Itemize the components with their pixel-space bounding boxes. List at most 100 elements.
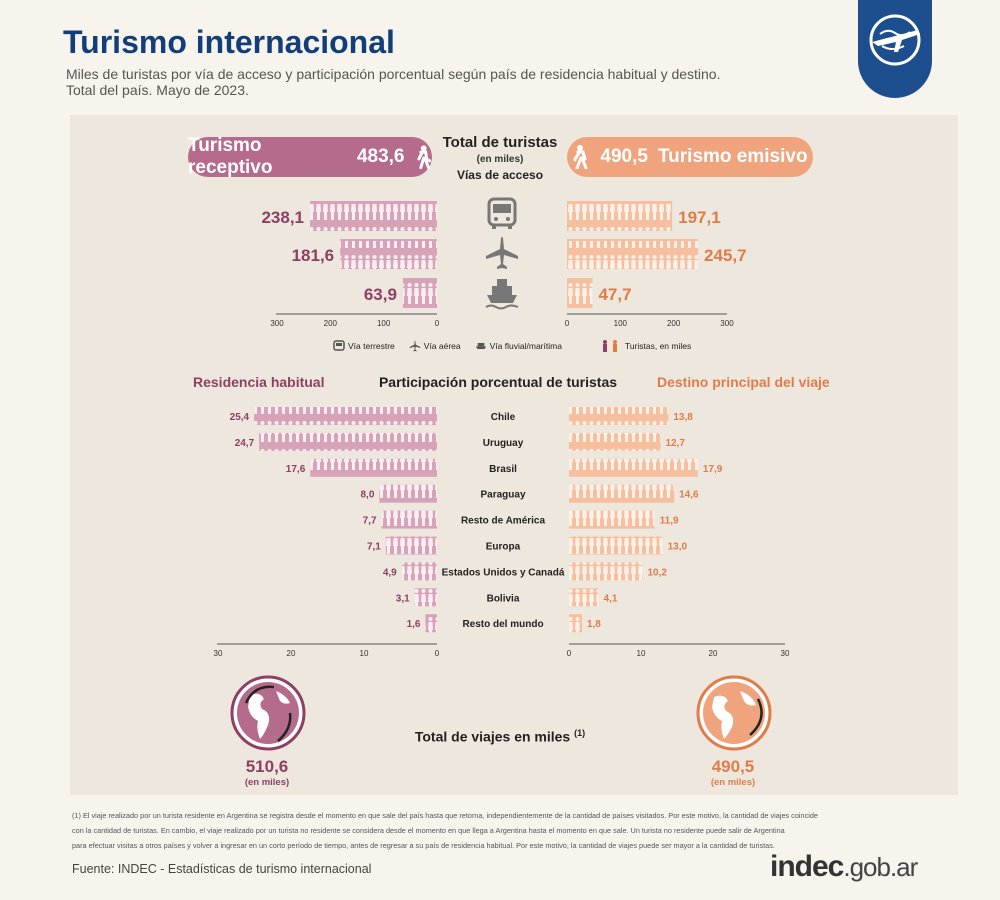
left-tick-label: 20 [287,649,296,658]
country-label: Bolivia [487,593,520,604]
emisivo-bar-people [567,280,593,308]
globe-receptivo-icon [230,675,306,751]
destino-bar-people [569,484,675,503]
residencia-bar-people [414,588,437,607]
plane-icon [409,340,421,352]
residencia-bar-people [385,536,437,555]
left-tick-label: 10 [360,649,369,658]
chart-legend: Vía terrestre Vía aérea Vía fluvial/marí… [333,340,691,352]
source-text: Fuente: INDEC - Estadísticas de turismo … [72,862,372,876]
legend-aerea-label: Vía aérea [423,341,461,351]
total-viajes-emisivo: 490,5 (en miles) [673,757,793,788]
destino-data-label: 14,6 [679,490,699,501]
destino-data-label: 13,0 [668,542,688,553]
residencia-data-label: 17,6 [286,464,306,475]
destino-bar-people [569,588,599,607]
destino-bar-people [569,510,655,529]
left-tick-label: 30 [214,649,223,658]
country-label: Europa [486,542,521,553]
legend-terrestre-label: Vía terrestre [348,341,395,351]
right-tick-label: 0 [567,649,572,658]
residencia-bar-people [401,562,437,581]
footnote-mark: (1) [574,728,586,738]
total-viajes-text: Total de viajes en miles [414,728,571,745]
destino-bar-people [569,614,582,633]
residencia-data-label: 8,0 [360,490,374,501]
country-label: Resto del mundo [462,619,543,630]
destino-data-label: 11,9 [660,516,679,527]
vias-de-acceso-title: Vías de acceso [456,168,544,182]
country-label: Chile [491,412,516,423]
destino-bar-people [569,432,661,451]
left-tick-label: 0 [435,649,440,658]
bus-icon [487,197,517,229]
receptivo-bar-people [310,203,437,231]
emisivo-total-value: 490,5 [711,757,755,776]
walking-person-icon [573,145,588,169]
total-turistas-unit: (en miles) [476,154,524,165]
footnote: (1) El viaje realizado por un turista re… [72,808,932,853]
page-title: Turismo internacional [63,24,395,60]
destino-data-label: 12,7 [665,438,685,449]
residencia-bar-people [381,510,437,529]
destino-bar-people [569,407,669,425]
residencia-habitual-title: Residencia habitual [193,374,325,390]
residencia-data-label: 7,1 [367,542,381,553]
residencia-data-label: 25,4 [230,412,250,423]
country-label: Resto de América [461,516,546,527]
participacion-title: Participación porcentual de turistas [378,374,618,390]
subtitle-line-2: Total del país. Mayo de 2023. [66,82,249,98]
residencia-data-label: 1,6 [407,619,421,630]
indec-logo[interactable]: indec.gob.ar [770,850,918,884]
participacion-chart: 25,4 13,8 Chile 24,7 12,7 Uruguay 17,6 17,9 Bras… [214,407,790,658]
destino-data-label: 1,8 [587,619,601,630]
turismo-receptivo-pill: Turismo receptivo 483,6 [188,135,432,178]
emisivo-value: 490,5 [600,146,648,167]
subtitle-line-1: Miles de turistas por vía de acceso y pa… [66,66,721,82]
country-label: Estados Unidos y Canadá [442,567,565,578]
receptivo-data-label: 63,9 [364,285,397,304]
tourists-icon [602,340,617,352]
ship-icon [475,343,486,349]
bus-icon [333,340,345,351]
right-tick-label: 20 [709,649,718,658]
infographic-panel [70,115,958,795]
left-tick-label: 0 [435,319,440,328]
globe-plane-icon [869,14,921,66]
receptivo-bar-people [340,241,437,269]
country-label: Paraguay [480,490,525,501]
destino-data-label: 4,1 [604,593,618,604]
right-tick-label: 300 [720,319,734,328]
residencia-data-label: 3,1 [396,593,410,604]
residencia-bar-people [310,458,437,477]
right-tick-label: 200 [667,319,681,328]
vias-acceso-chart: 238,1 197,1 181,6 245,7 63,9 47,7 300 200 100 0 0 1… [261,201,747,328]
receptivo-label: Turismo receptivo [188,135,273,178]
destino-data-label: 17,9 [703,464,723,475]
emisivo-total-unit: (en miles) [710,777,756,788]
tourism-badge-logo [858,0,932,98]
residencia-bar-people [254,407,437,425]
legend-fluvial-label: Vía fluvial/marítima [489,341,562,351]
walking-person-icon [417,145,432,169]
residencia-data-label: 24,7 [235,438,255,449]
receptivo-bar-people [402,280,437,308]
residencia-data-label: 7,7 [363,516,377,527]
residencia-data-label: 4,9 [383,567,397,578]
receptivo-data-label: 238,1 [261,208,304,227]
receptivo-value: 483,6 [356,146,405,167]
total-viajes-label: Total de viajes en miles (1) [380,728,620,745]
destino-data-label: 10,2 [647,567,667,578]
residencia-bar-people [379,484,437,503]
right-tick-label: 0 [565,319,570,328]
total-viajes-receptivo: 510,6 (en miles) [207,757,327,788]
destino-bar-people [569,536,663,555]
destino-bar-people [569,458,698,477]
logo-suffix: .gob.ar [843,852,918,882]
footnote-line-1: (1) El viaje realizado por un turista re… [72,811,818,820]
receptivo-data-label: 181,6 [292,246,335,265]
emisivo-data-label: 245,7 [704,246,747,265]
receptivo-total-value: 510,6 [245,757,289,776]
emisivo-data-label: 47,7 [598,285,631,304]
emisivo-data-label: 197,1 [678,208,721,227]
